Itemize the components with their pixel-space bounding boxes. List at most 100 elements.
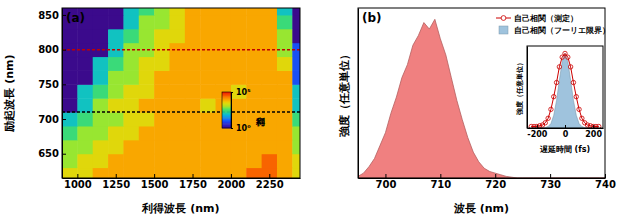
axis <box>358 9 359 179</box>
heat-cell <box>77 84 93 98</box>
heat-cell <box>123 84 139 98</box>
tick-mark <box>62 154 66 155</box>
marker <box>577 107 581 111</box>
reference-line <box>62 111 300 113</box>
tick: 0 <box>563 125 569 139</box>
heat-cell <box>292 57 300 71</box>
marker <box>566 55 570 59</box>
heat-cell <box>200 84 216 98</box>
heat-cell <box>185 29 201 43</box>
tick: 200 <box>585 125 602 139</box>
tick: 700 <box>376 174 397 190</box>
heat-cell <box>216 8 232 15</box>
heat-cell <box>231 140 247 154</box>
marker <box>588 124 592 128</box>
heat-cell <box>185 15 201 29</box>
heat-cell <box>169 112 185 126</box>
heat-cell <box>292 8 300 15</box>
heat-cell <box>262 112 278 126</box>
heat-cell <box>185 140 201 154</box>
tick: 1750 <box>179 174 207 190</box>
tick: 700 <box>38 114 66 125</box>
legend-label: 自己相関（フーリエ限界） <box>514 26 610 35</box>
tick: 10⁵ <box>231 88 251 97</box>
tick-mark <box>269 174 270 178</box>
heat-cell <box>108 112 124 126</box>
tick: 10⁰ <box>231 124 251 133</box>
heat-cell <box>154 154 170 168</box>
legend: 自己相関（測定）自己相関（フーリエ限界） <box>496 13 610 35</box>
heat-cell <box>123 70 139 84</box>
heat-cell <box>185 98 201 112</box>
heat-cell <box>185 8 201 15</box>
marker <box>574 94 578 98</box>
heat-cell <box>262 57 278 71</box>
tick-label: 2250 <box>256 179 284 190</box>
heat-cell <box>77 112 93 126</box>
heat-cell <box>169 98 185 112</box>
heat-cell <box>108 8 124 15</box>
heat-cell <box>77 29 93 43</box>
heat-cell <box>139 84 155 98</box>
tick-label: 10⁵ <box>236 88 251 97</box>
tick-label: 710 <box>430 179 451 190</box>
tick-mark <box>62 84 66 85</box>
tick-mark <box>62 50 66 51</box>
heat-cell <box>200 98 216 112</box>
heat-cell <box>200 57 216 71</box>
heat-cell <box>246 154 262 168</box>
tick-mark <box>77 174 78 178</box>
tick-mark <box>593 125 594 128</box>
heat-cell <box>277 112 293 126</box>
tick: -200 <box>527 125 547 139</box>
heat-cell <box>108 168 124 178</box>
heat-cell <box>139 98 155 112</box>
heat-cell <box>108 154 124 168</box>
marker <box>537 124 541 128</box>
heat-cell <box>154 112 170 126</box>
heat-cell <box>108 98 124 112</box>
tick-label: 850 <box>38 10 59 21</box>
heat-cell <box>200 126 216 140</box>
heat-cell <box>216 112 232 126</box>
heat-cell <box>200 29 216 43</box>
heat-cell <box>246 15 262 29</box>
autocorrelation-line <box>531 53 599 126</box>
heat-cell <box>231 29 247 43</box>
tick-mark <box>440 174 441 178</box>
tick: 2250 <box>256 174 284 190</box>
heat-cell <box>231 8 247 15</box>
heat-cell <box>169 29 185 43</box>
axis-line <box>62 9 63 179</box>
heat-cell <box>262 168 278 178</box>
heat-cell <box>93 29 109 43</box>
tick-mark <box>605 174 606 178</box>
heat-cell <box>93 70 109 84</box>
heat-cell <box>277 140 293 154</box>
heat-cell <box>62 168 78 178</box>
heat-cell <box>62 57 78 71</box>
heat-cell <box>169 57 185 71</box>
heat-cell <box>62 154 78 168</box>
heat-cell <box>154 168 170 178</box>
heat-cell <box>154 15 170 29</box>
colorbar-title: 利得 <box>257 117 267 127</box>
heat-cell <box>231 98 247 112</box>
heat-cell <box>292 84 300 98</box>
heat-cell <box>93 8 109 15</box>
axis: 100012501500175020002250 <box>63 174 301 190</box>
heat-cell <box>139 168 155 178</box>
heat-cell <box>292 15 300 29</box>
heat-cell <box>139 70 155 84</box>
heat-cell <box>231 168 247 178</box>
inset-background <box>527 46 603 128</box>
heat-cell <box>200 140 216 154</box>
heat-cell <box>93 112 109 126</box>
heat-cell <box>77 140 93 154</box>
reference-line <box>62 49 300 51</box>
tick: 850 <box>38 10 66 21</box>
heat-cell <box>139 140 155 154</box>
heat-cell <box>200 15 216 29</box>
heat-cell <box>200 168 216 178</box>
heat-cell <box>185 112 201 126</box>
